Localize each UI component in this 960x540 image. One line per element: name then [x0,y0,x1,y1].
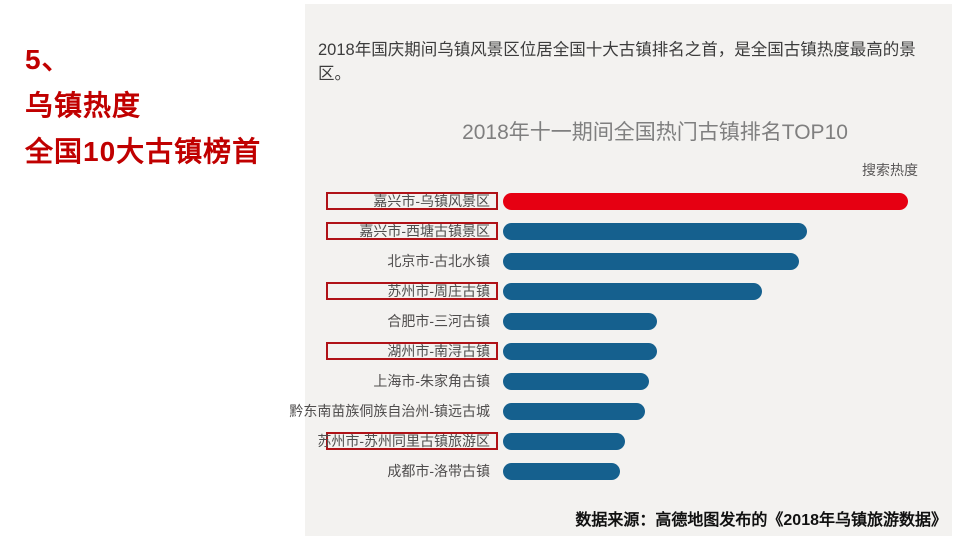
category-label-cell: 苏州市-苏州同里古镇旅游区 [310,431,498,451]
category-label-cell: 嘉兴市-乌镇风景区 [310,191,498,211]
bar [503,462,621,480]
chart-title: 2018年十一期间全国热门古镇排名TOP10 [462,121,848,144]
chart-row: 湖州市-南浔古镇 [310,336,950,366]
headline-line2: 全国10大古镇榜首 [25,136,262,167]
description-text: 2018年国庆期间乌镇风景区位居全国十大古镇排名之首，是全国古镇热度最高的景区。 [318,41,916,83]
category-label: 嘉兴市-西塘古镇景区 [359,223,490,239]
category-label: 合肥市-三河古镇 [387,313,490,329]
category-label: 苏州市-苏州同里古镇旅游区 [317,433,490,449]
chart-row: 成都市-洛带古镇 [310,456,950,486]
bar [503,432,625,450]
bar [503,342,657,360]
bar [503,282,763,300]
category-label-cell: 上海市-朱家角古镇 [310,371,498,391]
category-label-cell: 北京市-古北水镇 [310,251,498,271]
legend-label: 搜索热度 [862,162,918,178]
category-label: 嘉兴市-乌镇风景区 [373,193,490,209]
bar [503,252,799,270]
category-label-cell: 湖州市-南浔古镇 [310,341,498,361]
bar [503,222,807,240]
category-label: 北京市-古北水镇 [387,253,490,269]
chart-row: 合肥市-三河古镇 [310,306,950,336]
slide-headline: 5、 乌镇热度 全国10大古镇榜首 [25,44,261,182]
category-label: 上海市-朱家角古镇 [373,373,490,389]
left-panel: 5、 乌镇热度 全国10大古镇榜首 [0,0,305,540]
highlight-box [326,222,498,240]
chart-row: 上海市-朱家角古镇 [310,366,950,396]
category-label: 黔东南苗族侗族自治州-镇远古城 [289,403,490,419]
highlight-box [326,432,498,450]
category-label-cell: 嘉兴市-西塘古镇景区 [310,221,498,241]
highlight-box [326,282,498,300]
category-label-cell: 成都市-洛带古镇 [310,461,498,481]
section-number: 5、 [25,44,71,75]
bar-highlighted [503,192,908,210]
chart-row: 北京市-古北水镇 [310,246,950,276]
category-label-cell: 黔东南苗族侗族自治州-镇远古城 [289,401,498,421]
chart-row: 嘉兴市-西塘古镇景区 [310,216,950,246]
category-label-cell: 合肥市-三河古镇 [310,311,498,331]
headline-line1: 乌镇热度 [25,90,142,121]
chart-row: 苏州市-周庄古镇 [310,276,950,306]
bar [503,402,645,420]
bar [503,372,649,390]
chart-rows: 嘉兴市-乌镇风景区嘉兴市-西塘古镇景区北京市-古北水镇 苏州市-周庄古镇 合肥市-三… [289,186,950,486]
category-label: 成都市-洛带古镇 [387,463,490,479]
highlight-box [326,342,498,360]
bar [503,312,657,330]
highlight-box [326,192,498,210]
data-source-text: 数据来源：高德地图发布的《2018年乌镇旅游数据》 [575,512,947,529]
chart-row: 黔东南苗族侗族自治州-镇远古城 [289,396,950,426]
chart-row: 嘉兴市-乌镇风景区 [310,186,950,216]
chart-row: 苏州市-苏州同里古镇旅游区 [310,426,950,456]
content-panel [305,4,952,536]
category-label: 苏州市-周庄古镇 [387,283,490,299]
category-label-cell: 苏州市-周庄古镇 [310,281,498,301]
category-label: 湖州市-南浔古镇 [387,343,490,359]
